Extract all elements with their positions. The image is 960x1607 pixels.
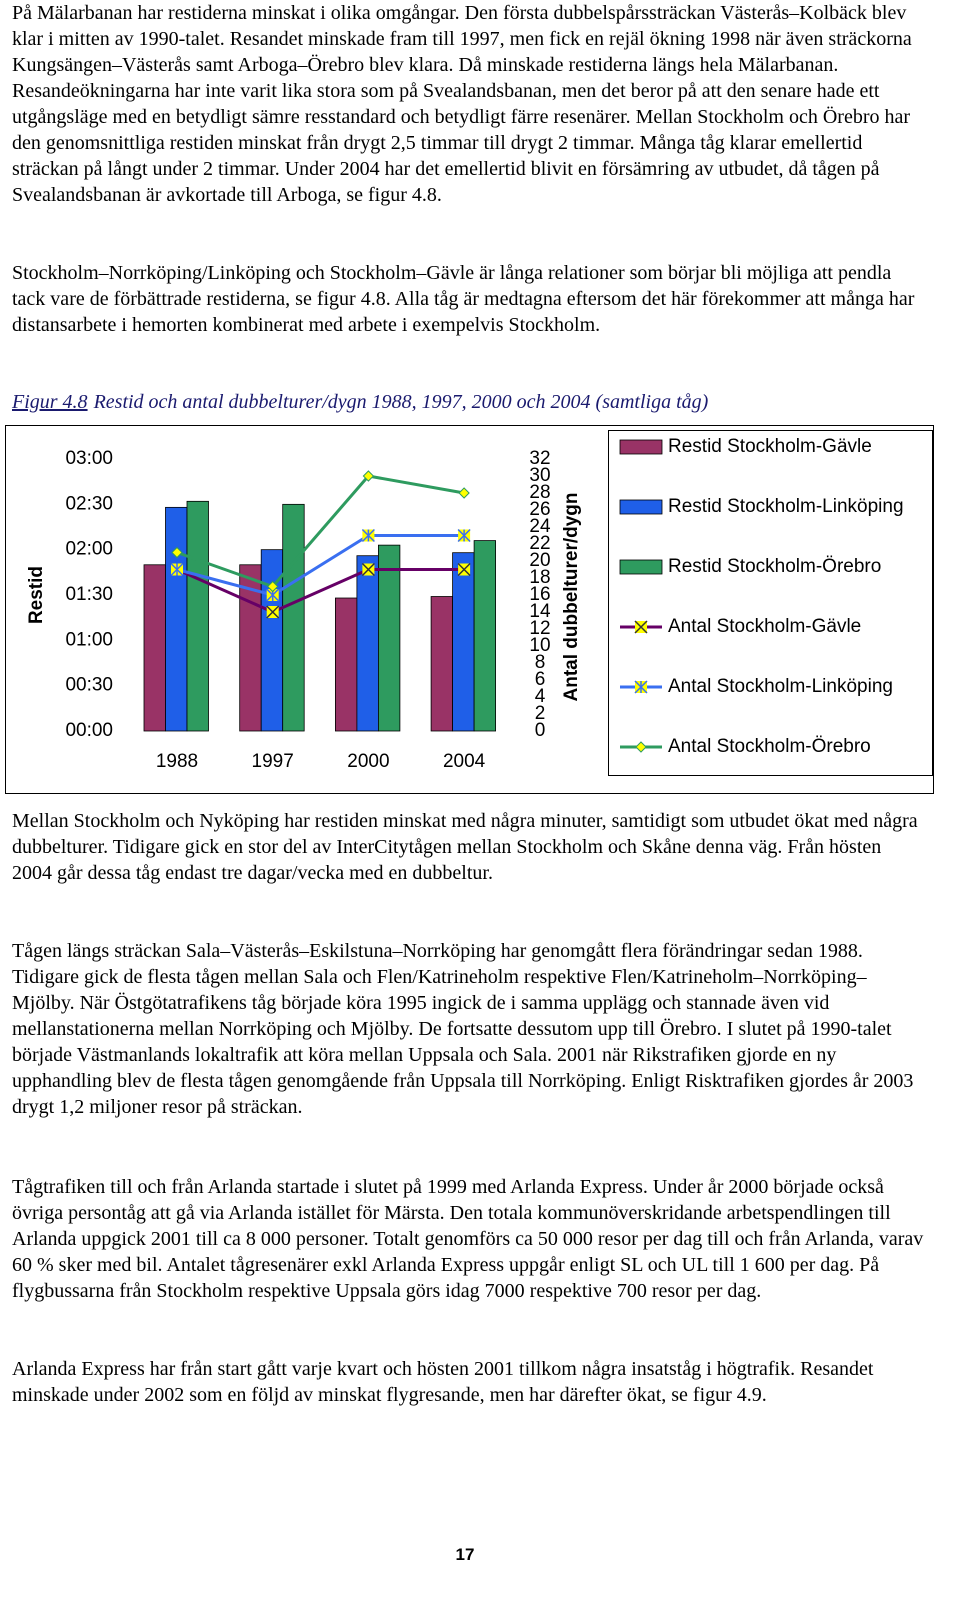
legend-label: Restid Stockholm-Linköping: [668, 496, 904, 517]
y2-tick-label: 24: [529, 516, 551, 537]
marker: [634, 620, 648, 634]
legend-label-box: Restid Stockholm-Örebro: [668, 556, 882, 577]
legend-label-box: Antal Stockholm-Örebro: [668, 736, 871, 757]
legend-label: Antal Stockholm-Gävle: [668, 616, 862, 637]
marker: [170, 562, 184, 577]
y2-tick-label: 28: [529, 482, 550, 503]
caption-label: Figur 4.8: [12, 391, 88, 413]
legend-label: Antal Stockholm-Örebro: [668, 736, 871, 757]
bar: [143, 564, 166, 732]
y-tick-label: 02:30: [65, 493, 113, 514]
caption-text: Restid och antal dubbelturer/dygn 1988, …: [93, 391, 709, 413]
y-tick-label: 00:00: [65, 720, 113, 741]
y-axis-title: Restid: [26, 566, 47, 624]
bar: [430, 596, 454, 732]
y2-tick-label: 30: [529, 465, 550, 486]
marker-shape: [266, 580, 279, 593]
marker-shape: [362, 470, 375, 482]
legend-label-box: Restid Stockholm-Gävle: [668, 436, 872, 457]
x-tick-label: 1997: [252, 751, 294, 772]
marker-shape: [458, 487, 470, 499]
y-tick-label: 00:30: [65, 675, 113, 696]
x-tick-label: 1988: [156, 751, 198, 772]
bar: [165, 506, 188, 732]
bar: [356, 555, 379, 732]
legend-border: [608, 430, 933, 776]
marker: [457, 528, 471, 543]
paragraph: Tågen längs sträckan Sala–Västerås–Eskil…: [12, 940, 914, 1118]
line: [176, 474, 465, 589]
y2-tick-label: 18: [529, 567, 550, 588]
marker: [361, 562, 375, 577]
line: [176, 568, 465, 614]
chart-border: [5, 425, 934, 794]
bar: [377, 544, 401, 732]
marker-shape: [171, 546, 183, 559]
legend-swatch: [619, 499, 663, 515]
y2-tick-label: 8: [535, 652, 546, 673]
paragraph: På Mälarbanan har restiderna minskat i o…: [12, 2, 912, 206]
legend-label: Restid Stockholm-Örebro: [668, 556, 882, 577]
paragraph: Arlanda Express har från start gått varj…: [12, 1358, 874, 1406]
y-tick-label: 01:00: [65, 629, 113, 650]
y-tick-label: 02:00: [65, 539, 113, 560]
y2-tick-label: 6: [535, 669, 546, 690]
page-number: 17: [455, 1545, 475, 1564]
marker-shape: [635, 741, 647, 753]
marker: [266, 580, 279, 593]
marker-cross: [266, 605, 280, 619]
y2-tick-label: 32: [529, 448, 550, 469]
paragraph: Mellan Stockholm och Nyköping har restid…: [12, 810, 918, 884]
y2-tick-label: 0: [535, 720, 546, 741]
marker: [457, 562, 471, 577]
legend-label-box: Antal Stockholm-Gävle: [668, 616, 862, 637]
y2-tick-label: 20: [529, 550, 550, 571]
marker: [171, 546, 183, 559]
marker-cross: [457, 562, 471, 577]
marker-cross: [361, 562, 375, 577]
y2-tick-label: 16: [529, 584, 550, 605]
y2-tick-label: 10: [529, 635, 550, 656]
marker: [362, 470, 375, 482]
bar: [334, 597, 358, 732]
y-tick-label: 03:00: [65, 448, 113, 469]
marker: [458, 487, 470, 499]
legend-label: Restid Stockholm-Gävle: [668, 436, 872, 457]
bar: [452, 552, 475, 732]
paragraph: Tågtrafiken till och från Arlanda starta…: [12, 1176, 924, 1302]
marker: [634, 680, 648, 694]
y2-tick-label: 12: [529, 618, 550, 639]
legend-swatch: [619, 439, 663, 455]
y2-tick-label: 2: [535, 703, 546, 724]
marker-cross: [634, 620, 648, 634]
legend-label-box: Restid Stockholm-Linköping: [668, 496, 904, 517]
y2-axis-title: Antal dubbelturer/dygn: [561, 493, 582, 702]
bar: [186, 500, 209, 732]
bar: [473, 540, 497, 732]
x-tick-label: 2004: [443, 751, 486, 772]
chart: Restid Antal dubbelturer/dygn 00:00 00:30…: [5, 425, 934, 794]
figure-caption: Figur 4.8 Restid och antal dubbelturer/dy…: [12, 391, 708, 414]
marker: [635, 741, 647, 753]
y2-tick-label: 26: [529, 499, 550, 520]
marker: [266, 605, 280, 619]
legend-label-box: Antal Stockholm-Linköping: [668, 676, 893, 697]
x-tick-label: 2000: [347, 751, 389, 772]
y2-tick-label: 14: [529, 601, 551, 622]
y2-tick-label: 4: [535, 686, 546, 707]
paragraph: Stockholm–Norrköping/Linköping och Stock…: [12, 262, 915, 336]
y2-tick-label: 22: [529, 533, 550, 554]
legend-swatch: [619, 559, 663, 575]
y-tick-label: 01:30: [65, 584, 113, 605]
marker: [361, 528, 375, 543]
legend-label: Antal Stockholm-Linköping: [668, 676, 893, 697]
bar: [282, 503, 305, 732]
line: [176, 534, 465, 597]
